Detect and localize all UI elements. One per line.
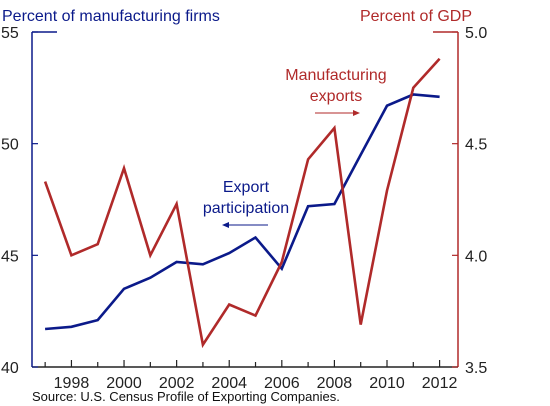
left-tick-label: 50 [1,137,19,154]
x-tick-label: 2012 [422,375,458,392]
right-tick-label: 4.5 [465,137,487,154]
right-tick-label: 5.0 [465,25,487,42]
exports-arrow [315,110,360,116]
export-participation-line [44,93,440,331]
x-tick-label: 2002 [159,375,195,392]
series-layer [43,57,441,349]
x-tick-label: 2008 [317,375,353,392]
exports-label-line2: exports [310,88,362,105]
x-tick-label: 2010 [369,375,405,392]
right-tick-label: 4.0 [465,248,487,265]
left-tick-label: 45 [1,248,19,265]
right-axis-title: Percent of GDP [360,8,472,25]
participation-label-line2: participation [203,200,289,217]
right-tick-label: 3.5 [465,360,487,377]
source-note: Source: U.S. Census Profile of Exporting… [32,389,340,404]
ticks-layer: 40 45 50 55 3.5 4.0 4.5 5.0 1998 2000 2002 2004 2006… [1,25,487,392]
participation-arrow [222,222,268,228]
left-axis-title: Percent of manufacturing firms [2,8,220,25]
left-tick-label: 55 [1,25,19,42]
x-tick-label: 2004 [211,375,247,392]
manufacturing-exports-line [43,57,441,349]
exports-label-line1: Manufacturing [285,67,386,84]
left-tick-label: 40 [1,360,19,377]
x-tick-label: 1998 [54,375,90,392]
x-tick-label: 2006 [264,375,300,392]
participation-label-line1: Export [223,179,270,196]
x-tick-label: 2000 [106,375,142,392]
